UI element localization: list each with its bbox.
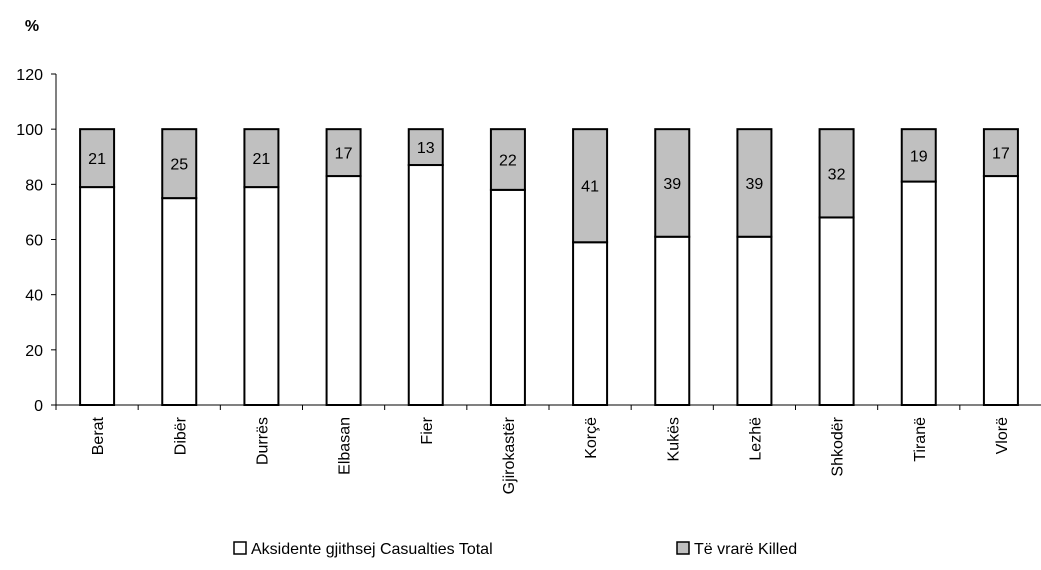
category-label: Kukës: [665, 417, 682, 461]
data-label: 39: [663, 176, 681, 193]
bar-segment-total: [489, 188, 526, 406]
y-tick-label: 20: [25, 343, 43, 360]
bar-segment-total: [572, 241, 609, 406]
bar-segment-killed: [489, 128, 526, 191]
data-label: 17: [992, 146, 1010, 163]
category-label: Berat: [90, 416, 107, 455]
bar-segment-killed: [900, 128, 937, 183]
category-label: Vlorë: [994, 417, 1011, 454]
data-label: 19: [910, 148, 928, 165]
bar-segment-total: [982, 175, 1019, 406]
data-label: 17: [335, 146, 353, 163]
axes: 0 20 40 60 80 100 120: [16, 67, 1041, 415]
category-label: Fier: [419, 416, 436, 444]
bar-segment-total: [818, 216, 855, 406]
bar-segment-killed: [982, 128, 1019, 178]
legend-label-killed: Të vrarë Killed: [694, 541, 797, 558]
data-label: 32: [828, 166, 846, 183]
bar-segment-killed: [818, 128, 855, 219]
legend-label-total: Aksidente gjithsej Casualties Total: [251, 541, 493, 558]
category-label: Dibër: [172, 416, 189, 455]
data-label: 21: [88, 151, 106, 168]
category-label: Durrës: [254, 417, 271, 465]
data-label: 39: [746, 176, 764, 193]
y-tick-label: 40: [25, 288, 43, 305]
bar-segment-total: [79, 186, 116, 406]
legend: Aksidente gjithsej Casualties Total Të v…: [233, 541, 797, 558]
bar-segment-total: [325, 175, 362, 406]
category-label: Gjirokastër: [501, 416, 518, 494]
bar-segment-killed: [654, 128, 691, 238]
bar-segment-killed: [243, 128, 280, 189]
y-tick-label: 80: [25, 177, 43, 194]
y-tick-label: 0: [34, 398, 43, 415]
category-labels: Berat Dibër Durrës Elbasan Fier Gjirokastër Ko…: [90, 416, 1011, 494]
bar-segment-killed: [79, 128, 116, 189]
data-label: 22: [499, 153, 517, 170]
bar-segment-total: [407, 164, 444, 406]
category-label: Lezhë: [747, 417, 764, 461]
bar-segment-total: [243, 186, 280, 406]
data-label: 21: [253, 151, 271, 168]
y-tick-label: 60: [25, 233, 43, 250]
category-label: Elbasan: [337, 417, 354, 475]
y-unit-label: %: [25, 18, 39, 35]
category-label: Shkodër: [830, 416, 847, 476]
y-tick-label: 120: [16, 67, 43, 84]
bar-segment-killed: [161, 128, 198, 200]
data-label: 25: [170, 157, 188, 174]
bar-segment-total: [900, 180, 937, 406]
bar-segment-killed: [736, 128, 773, 238]
category-label: Korçë: [583, 417, 600, 459]
legend-swatch-killed: [676, 541, 690, 555]
data-label: 13: [417, 140, 435, 157]
bar-segment-total: [736, 235, 773, 406]
bar-segment-total: [161, 197, 198, 406]
bar-segment-killed: [325, 128, 362, 178]
bar-segment-total: [654, 235, 691, 406]
bars: 21 25 21 17 13 22 41 39 39 32 19 17: [79, 128, 1019, 406]
category-label: Tiranë: [912, 417, 929, 462]
legend-swatch-total: [233, 541, 247, 555]
bar-segment-killed: [407, 128, 444, 167]
bar-segment-killed: [572, 128, 609, 244]
data-label: 41: [581, 179, 599, 196]
y-tick-label: 100: [16, 122, 43, 139]
